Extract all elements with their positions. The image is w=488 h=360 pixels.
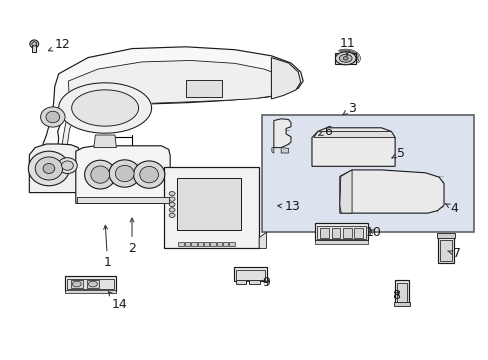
Ellipse shape [28, 151, 69, 186]
Polygon shape [273, 119, 290, 148]
Bar [396, 283, 406, 302]
Text: 12: 12 [48, 39, 70, 51]
Ellipse shape [61, 161, 73, 170]
Text: 5: 5 [391, 147, 404, 159]
Polygon shape [61, 60, 287, 152]
Text: 9: 9 [262, 276, 270, 289]
Ellipse shape [169, 208, 175, 212]
Bar [249, 280, 260, 284]
Bar [71, 280, 82, 288]
Text: 11: 11 [339, 37, 354, 55]
Bar [393, 302, 409, 306]
Text: 13: 13 [277, 201, 300, 213]
Bar [216, 242, 222, 246]
Bar [331, 228, 340, 238]
Bar [233, 267, 266, 281]
Bar [436, 233, 454, 238]
Polygon shape [72, 90, 138, 126]
Bar [32, 45, 36, 52]
Text: 4: 4 [445, 202, 458, 215]
Polygon shape [313, 131, 394, 138]
Ellipse shape [140, 166, 158, 183]
Ellipse shape [46, 111, 60, 123]
Bar [320, 228, 328, 238]
Polygon shape [41, 47, 303, 157]
Ellipse shape [343, 57, 347, 60]
Bar [191, 242, 196, 246]
Bar [439, 240, 451, 261]
Ellipse shape [72, 281, 81, 287]
Ellipse shape [30, 40, 39, 48]
Bar [64, 276, 116, 291]
Bar [235, 270, 264, 280]
Bar [66, 279, 114, 289]
Bar [77, 197, 169, 203]
Polygon shape [311, 128, 394, 166]
Bar [335, 53, 355, 64]
Ellipse shape [115, 165, 134, 182]
Text: 2: 2 [128, 218, 136, 255]
Ellipse shape [41, 107, 65, 127]
Text: 14: 14 [108, 292, 127, 311]
Bar [185, 80, 222, 97]
Ellipse shape [88, 281, 97, 287]
Ellipse shape [169, 213, 175, 217]
Polygon shape [259, 232, 266, 248]
Text: 7: 7 [447, 247, 460, 260]
Polygon shape [29, 144, 81, 193]
Polygon shape [339, 170, 351, 213]
Bar [87, 280, 99, 288]
Bar [315, 223, 367, 240]
Text: 10: 10 [366, 226, 381, 239]
Polygon shape [94, 135, 116, 148]
Bar [342, 228, 351, 238]
Ellipse shape [169, 192, 175, 196]
Text: 6: 6 [318, 125, 331, 138]
Bar [184, 242, 190, 246]
Bar [64, 290, 116, 293]
Ellipse shape [84, 160, 116, 189]
Bar [261, 115, 473, 232]
Ellipse shape [169, 202, 175, 207]
Text: 3: 3 [342, 102, 355, 115]
Polygon shape [281, 148, 288, 153]
Bar [437, 237, 453, 263]
Bar [317, 226, 366, 239]
Bar [177, 178, 240, 230]
Ellipse shape [91, 166, 109, 183]
Bar [203, 242, 209, 246]
Ellipse shape [339, 54, 351, 62]
Ellipse shape [58, 158, 77, 174]
Ellipse shape [32, 42, 37, 46]
Bar [394, 280, 408, 304]
Ellipse shape [109, 160, 140, 187]
Bar [223, 242, 228, 246]
Polygon shape [271, 58, 300, 99]
Ellipse shape [169, 197, 175, 201]
Ellipse shape [43, 163, 55, 174]
Bar [353, 228, 362, 238]
Bar [210, 242, 215, 246]
Bar [229, 242, 234, 246]
Text: 8: 8 [391, 289, 399, 302]
Ellipse shape [133, 161, 164, 188]
Text: 1: 1 [103, 225, 111, 269]
Polygon shape [59, 83, 151, 133]
Bar [163, 167, 259, 248]
Ellipse shape [35, 157, 62, 180]
Bar [197, 242, 203, 246]
Bar [178, 242, 183, 246]
Bar [235, 280, 246, 284]
Polygon shape [315, 240, 367, 244]
Ellipse shape [335, 52, 355, 65]
Polygon shape [271, 148, 273, 153]
Polygon shape [76, 146, 170, 203]
Polygon shape [339, 170, 443, 213]
